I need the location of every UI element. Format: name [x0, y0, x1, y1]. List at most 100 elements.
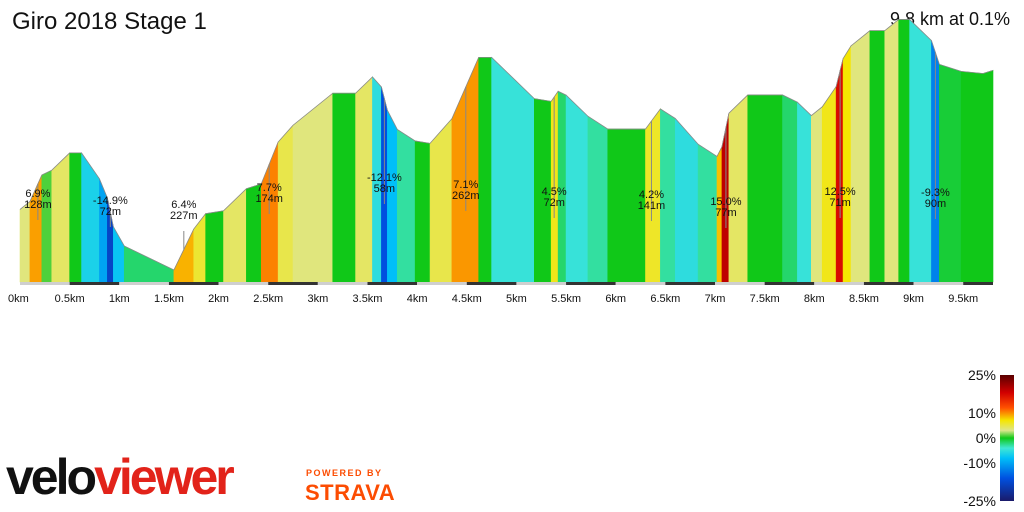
profile-segment [982, 69, 994, 283]
x-tick-label: 3.5km [353, 293, 383, 305]
km-band [69, 282, 120, 285]
km-band [814, 282, 864, 285]
km-band [566, 282, 616, 285]
profile-segment [478, 57, 492, 283]
profile-segment [491, 56, 535, 283]
km-band [218, 282, 269, 285]
km-band [168, 282, 219, 285]
annotation-length: 77m [715, 207, 736, 219]
annotation-grade: 4.2% [639, 189, 664, 201]
profile-segment [587, 115, 609, 283]
x-tick-label: 1.5km [154, 293, 184, 305]
km-band [367, 282, 418, 285]
legend-tick-label: -25% [963, 493, 996, 509]
km-band [417, 282, 467, 285]
profile-segment [69, 152, 82, 283]
profile-segment [429, 117, 453, 283]
grade-annotations: 6.9%128m -14.9%72m6.4%227m7.7%174m-12.1%5… [24, 52, 950, 250]
annotation-length: 141m [638, 200, 666, 212]
annotation-grade: -9.3% [921, 187, 950, 199]
km-band [20, 282, 70, 285]
profile-segment [898, 19, 910, 283]
profile-segment [939, 63, 962, 283]
profile-segment [960, 71, 984, 283]
profile-segment [697, 143, 718, 283]
annotation-grade: 6.4% [171, 199, 196, 211]
annotation-grade: -14.9% [93, 195, 128, 207]
annotation-length: 227m [170, 210, 198, 222]
annotation-length: 58m [374, 183, 395, 195]
x-tick-label: 0km [8, 293, 29, 305]
profile-segment [123, 245, 175, 283]
profile-segment [387, 110, 398, 283]
annotation-length: 72m [543, 197, 564, 209]
profile-segment [869, 30, 886, 283]
profile-segment [842, 44, 852, 283]
profile-segment [909, 18, 932, 283]
km-band [913, 282, 964, 285]
profile-segment [414, 140, 431, 283]
legend-tick-label: 0% [976, 430, 996, 446]
km-band [715, 282, 765, 285]
km-band [466, 282, 517, 285]
profile-segment [19, 200, 31, 283]
x-tick-label: 0.5km [55, 293, 85, 305]
profile-segments [19, 18, 994, 283]
annotation-grade: -12.1% [367, 172, 402, 184]
km-band [863, 282, 914, 285]
profile-segment [674, 117, 699, 283]
x-tick-label: 6.5km [650, 293, 680, 305]
profile-segment [41, 169, 53, 283]
profile-segment [332, 92, 356, 283]
annotation-length: 174m [255, 193, 283, 205]
strava-logo: STRAVA [305, 480, 396, 505]
profile-segment [811, 106, 823, 283]
annotation-length: 72m [100, 206, 121, 218]
profile-segment [113, 225, 125, 283]
x-axis-ticks: 0km 0.5km 1km 1.5km 2km 2.5km 3km 3.5km 4km 4.5km… [8, 293, 978, 305]
profile-segment [292, 92, 334, 283]
x-tick-label: 7.5km [750, 293, 780, 305]
annotation-grade: 6.9% [25, 188, 50, 200]
km-baseline [20, 282, 993, 285]
x-tick-label: 3km [307, 293, 328, 305]
legend-tick-label: 10% [968, 405, 996, 421]
profile-segment [193, 212, 206, 283]
route-summary: 9.8 km at 0.1% [889, 9, 1010, 29]
km-band [119, 282, 169, 285]
profile-segment [81, 151, 100, 283]
km-band [317, 282, 368, 285]
x-tick-label: 5.5km [551, 293, 581, 305]
x-tick-label: 9km [903, 293, 924, 305]
x-tick-label: 2km [208, 293, 229, 305]
annotation-grade: 12.5% [824, 186, 855, 198]
km-band [963, 282, 993, 285]
profile-segment [51, 152, 70, 283]
veloviewer-logo: veloviewer [6, 449, 235, 505]
gradient-legend: 25% 10% 0% -10% -25% [963, 367, 1014, 509]
profile-segment [884, 18, 899, 283]
profile-segment [223, 188, 247, 283]
km-band [516, 282, 567, 285]
profile-segment [782, 94, 798, 283]
x-tick-label: 5km [506, 293, 527, 305]
profile-segment [728, 94, 749, 283]
km-band [764, 282, 815, 285]
x-tick-label: 4.5km [452, 293, 482, 305]
profile-segment [747, 94, 783, 283]
profile-segment [205, 210, 224, 283]
legend-tick-label: 25% [968, 367, 996, 383]
legend-color-bar [1000, 375, 1014, 501]
x-tick-label: 9.5km [948, 293, 978, 305]
x-tick-label: 1km [109, 293, 130, 305]
profile-segment [396, 128, 416, 283]
profile-segment [565, 94, 589, 283]
profile-outline [19, 19, 994, 271]
x-tick-label: 8.5km [849, 293, 879, 305]
annotation-grade: 15.0% [710, 196, 741, 208]
x-tick-label: 2.5km [253, 293, 283, 305]
x-tick-label: 6km [605, 293, 626, 305]
annotation-grade: 7.7% [257, 182, 282, 194]
km-band [615, 282, 666, 285]
